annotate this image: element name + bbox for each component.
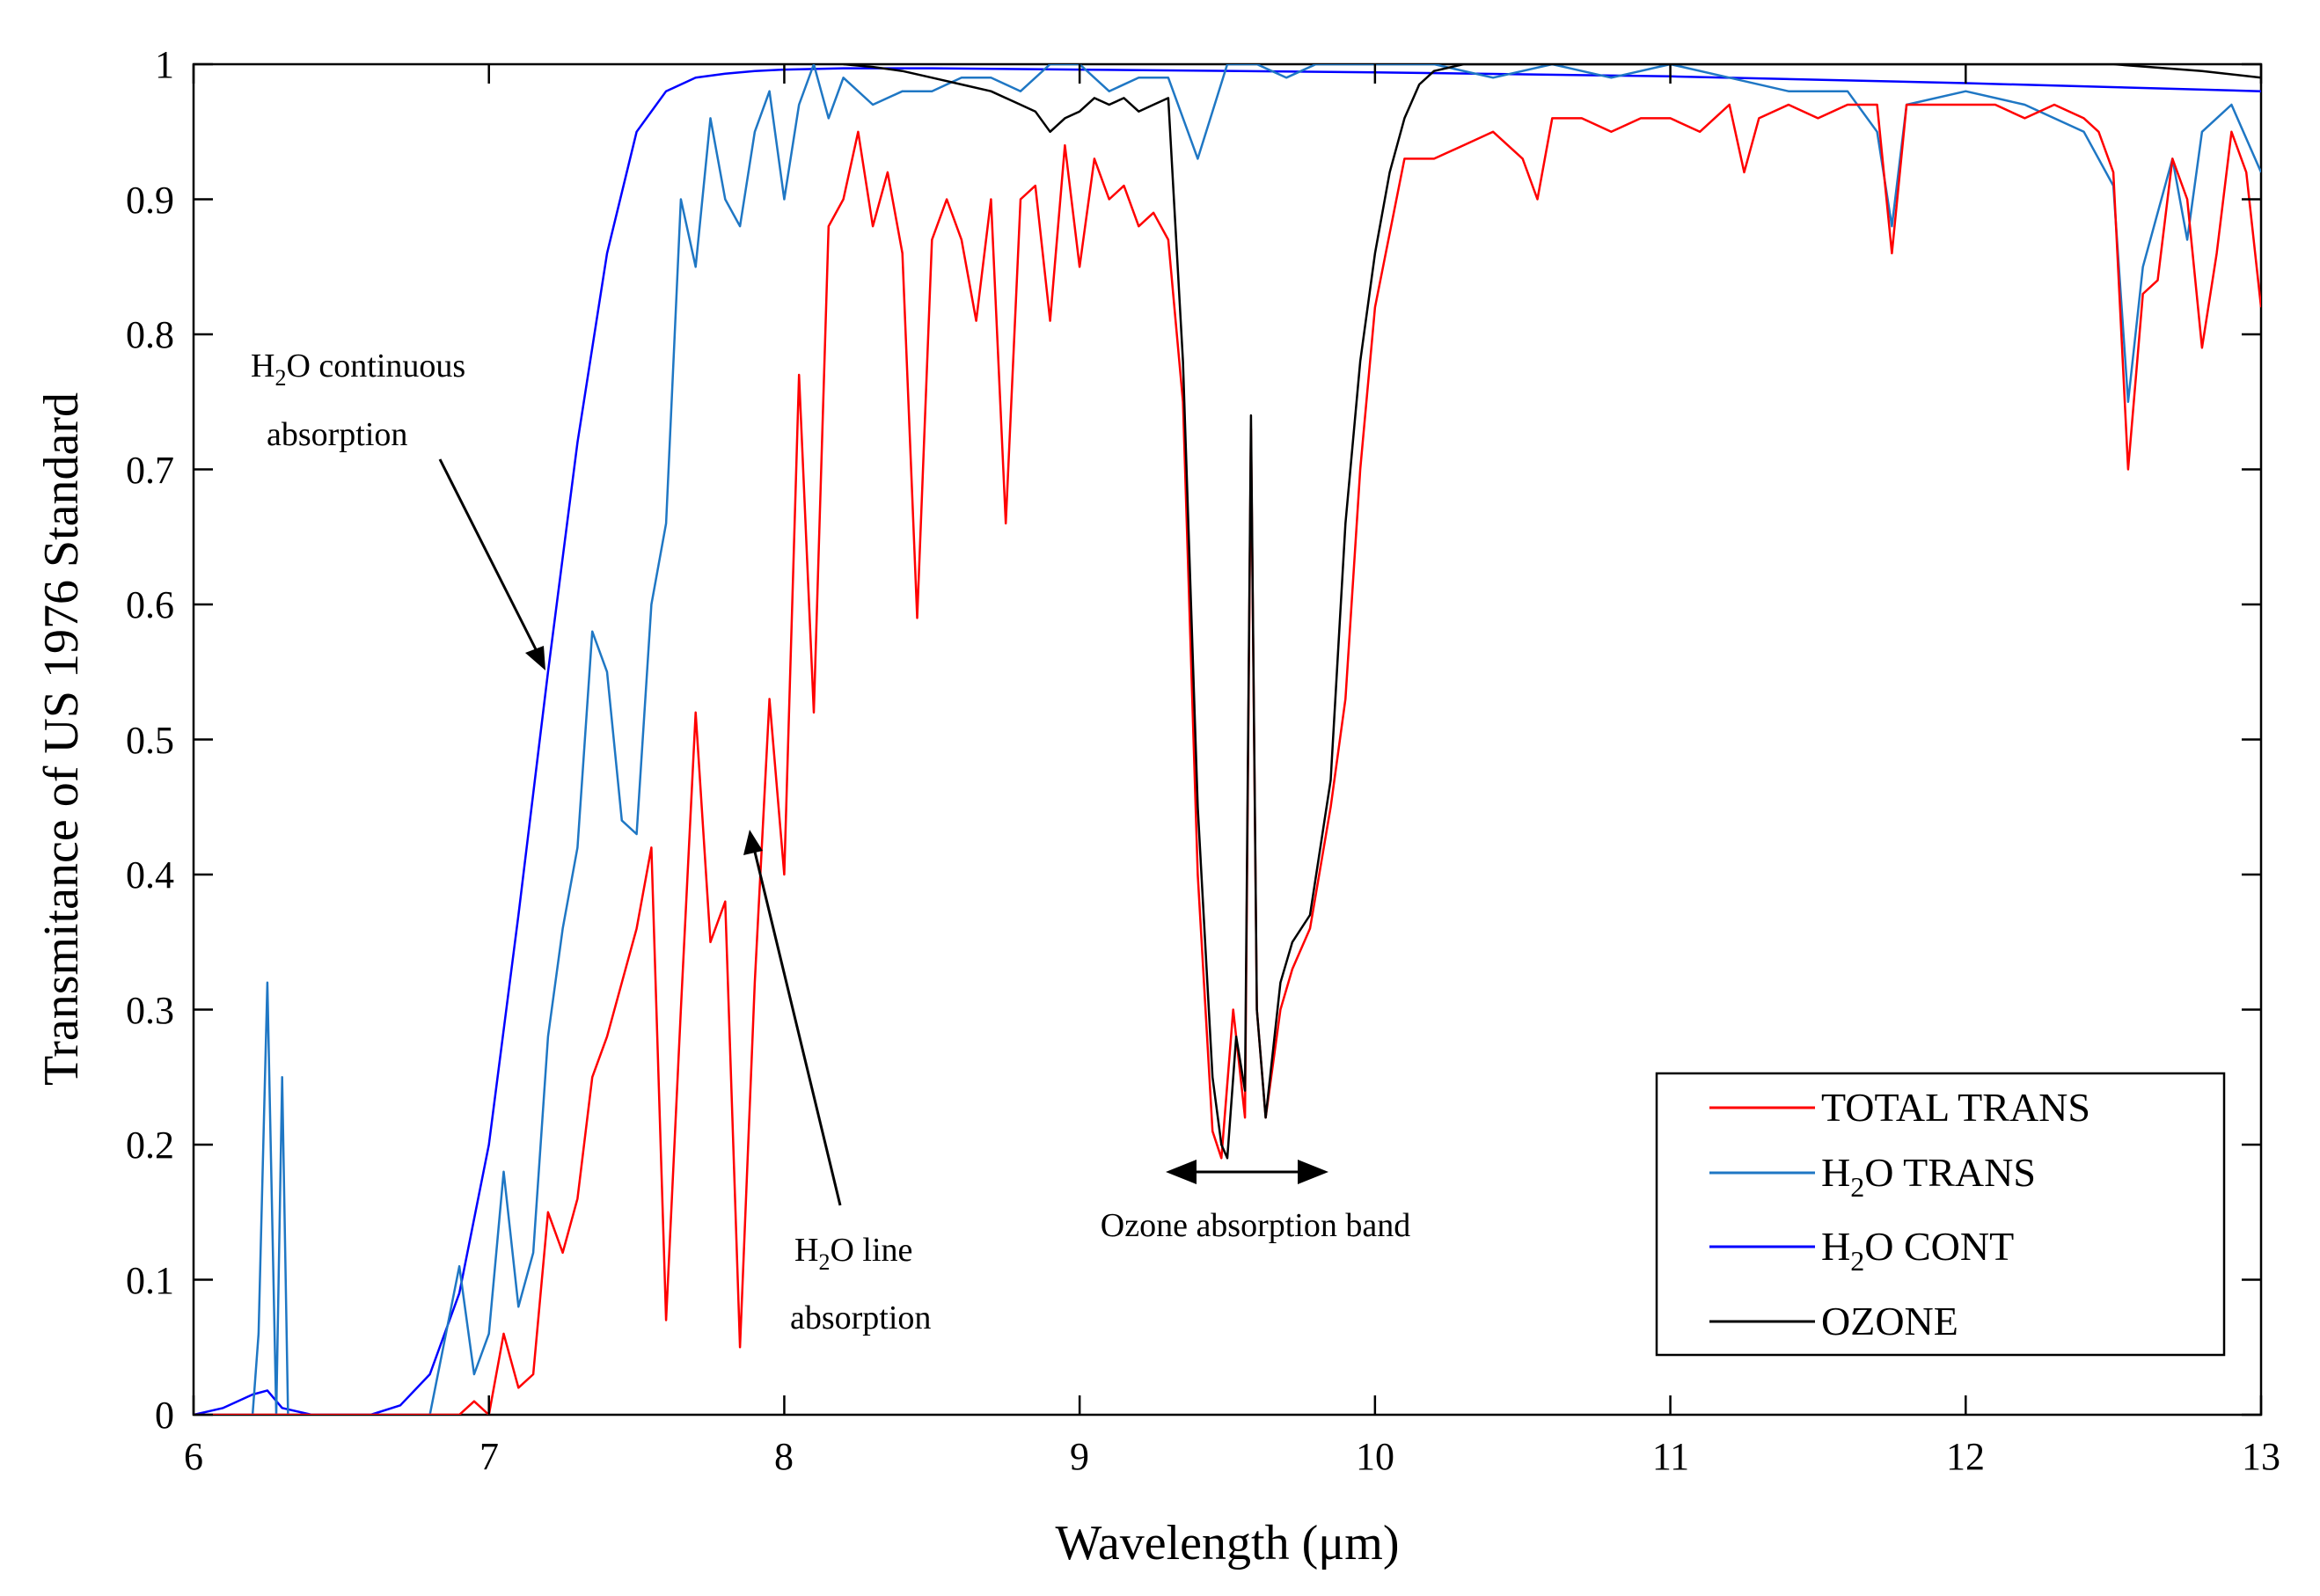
legend-box — [1655, 1072, 2226, 1357]
y-tick-label: 0.7 — [126, 449, 174, 492]
legend-label: H2O CONT — [1821, 1224, 2014, 1277]
y-tick-label: 1 — [155, 43, 174, 86]
series-line-total-trans — [194, 103, 2261, 1415]
arrowhead-icon — [743, 830, 763, 855]
annotation-arrow — [751, 844, 842, 1206]
annotation-text: Ozone absorption band — [1101, 1207, 1410, 1244]
legend: TOTAL TRANS H2O TRANS H2O CONT OZONE — [1655, 1072, 2226, 1357]
x-tick-label: 13 — [2242, 1435, 2280, 1478]
annotation-text: H2O continuous — [251, 348, 465, 391]
annotation-h2o-line: H2O line absorption — [743, 830, 931, 1336]
y-tick-label: 0 — [155, 1394, 174, 1437]
x-tick-label: 7 — [479, 1435, 499, 1478]
y-tick-label: 0.8 — [126, 313, 174, 356]
y-tick-label: 0.5 — [126, 719, 174, 762]
x-axis-title: Wavelength (μm) — [1056, 1516, 1400, 1570]
y-tick-label: 0.2 — [126, 1124, 174, 1167]
x-tick-label: 8 — [774, 1435, 794, 1478]
y-tick-label: 0.6 — [126, 583, 174, 626]
x-tick-label: 12 — [1946, 1435, 1985, 1478]
x-tick-label: 6 — [184, 1435, 203, 1478]
annotation-h2o-continuous: H2O continuous absorption — [251, 348, 545, 670]
annotation-ozone-band: Ozone absorption band — [1101, 1160, 1410, 1244]
legend-label: OZONE — [1821, 1299, 1958, 1343]
y-tick-label: 0.3 — [126, 989, 174, 1032]
annotation-text: absorption — [790, 1299, 931, 1336]
annotation-text: H2O line — [794, 1232, 912, 1275]
arrowhead-icon — [1166, 1160, 1197, 1184]
y-tick-label: 0.9 — [126, 179, 174, 222]
legend-label: TOTAL TRANS — [1821, 1085, 2090, 1130]
series-line-ozone — [843, 64, 2261, 1160]
x-tick-label: 10 — [1356, 1435, 1394, 1478]
y-tick-label: 0.1 — [126, 1259, 174, 1302]
annotation-arrow — [438, 458, 542, 659]
arrowhead-icon — [1298, 1160, 1328, 1184]
y-axis-title: Transmitance of US 1976 Standard — [34, 392, 89, 1086]
x-tick-label: 9 — [1070, 1435, 1089, 1478]
series-line-h2o-cont — [194, 67, 2261, 1415]
legend-label: H2O TRANS — [1821, 1150, 2036, 1203]
annotation-text: absorption — [267, 416, 407, 453]
arrowhead-icon — [525, 646, 545, 670]
y-tick-label: 0.4 — [126, 853, 174, 897]
x-tick-label: 11 — [1652, 1435, 1689, 1478]
